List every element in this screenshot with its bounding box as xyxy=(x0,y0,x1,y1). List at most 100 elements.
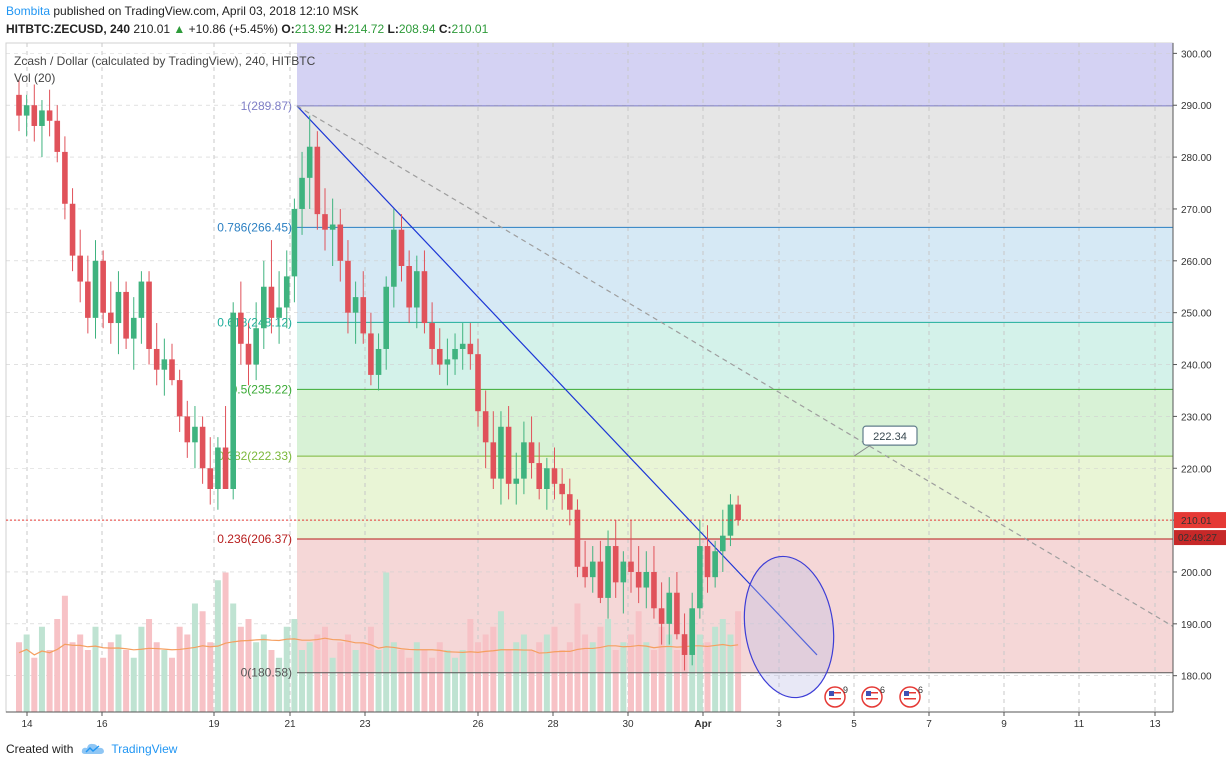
volume-bar xyxy=(253,642,260,712)
candle-body xyxy=(283,276,290,308)
candle-body xyxy=(643,571,650,588)
chart-title: Zcash / Dollar (calculated by TradingVie… xyxy=(14,54,316,68)
high-value: 214.72 xyxy=(347,22,385,36)
volume-bar xyxy=(712,626,719,712)
last-price-text: 210.01 xyxy=(1181,516,1212,527)
price-tick-label-11: 190.00 xyxy=(1181,620,1212,631)
price-tick-label-5: 250.00 xyxy=(1181,309,1212,320)
candle-body xyxy=(245,343,252,365)
candle-body xyxy=(253,328,259,365)
volume-bar xyxy=(383,572,390,712)
candle-body xyxy=(184,416,191,443)
candle-body xyxy=(39,110,45,126)
candle-body xyxy=(115,291,122,324)
volume-bar xyxy=(727,634,734,712)
flag-canton xyxy=(904,691,909,696)
candle-body xyxy=(452,348,458,360)
candle-body xyxy=(337,224,344,261)
callout-text: 222.34 xyxy=(873,431,907,443)
volume-bar xyxy=(643,642,650,712)
volume-bar xyxy=(390,642,397,712)
candle-body xyxy=(314,146,321,215)
tradingview-link[interactable]: TradingView xyxy=(111,742,178,756)
candle-body xyxy=(108,312,114,324)
candle-body xyxy=(536,463,542,489)
price-tick-label-4: 260.00 xyxy=(1181,257,1212,268)
us-flag-icon[interactable]: 9 xyxy=(824,685,848,708)
volume-legend: Vol (20) xyxy=(14,71,55,85)
callout-box xyxy=(862,425,918,446)
candle-body xyxy=(77,255,83,282)
candle-body xyxy=(352,297,359,313)
price-axis-bg xyxy=(1173,43,1226,712)
flag-stripe xyxy=(904,698,916,700)
candle-body xyxy=(176,380,183,417)
volume-bar xyxy=(689,619,696,712)
author-name[interactable]: Bombita xyxy=(6,4,51,18)
fib-label-3: 0.5(235.22) xyxy=(231,382,292,396)
flag-ring xyxy=(899,686,921,708)
fib-zone-4 xyxy=(297,389,1173,457)
candle-body xyxy=(54,120,61,152)
candle-body xyxy=(230,312,236,489)
time-tick-label-9: 3 xyxy=(776,719,782,730)
publish-info: Bombita published on TradingView.com, Ap… xyxy=(6,4,359,18)
flag-stripe xyxy=(829,692,841,694)
volume-bar xyxy=(260,634,267,712)
candle-body xyxy=(69,203,76,256)
volume-bar xyxy=(696,634,703,712)
volume-bar xyxy=(520,634,527,712)
candle-body xyxy=(138,281,145,318)
volume-bar xyxy=(413,642,420,712)
volume-bar xyxy=(153,642,160,712)
volume-ma-line xyxy=(18,637,739,656)
flag-stripe xyxy=(829,701,841,703)
countdown-text: 02:49:27 xyxy=(1178,533,1217,544)
fib-label-5: 0.236(206.37) xyxy=(217,532,292,546)
volume-bar xyxy=(505,650,512,712)
volume-bar xyxy=(673,650,680,712)
candle-body xyxy=(444,359,451,365)
highlight-ellipse[interactable] xyxy=(736,551,843,704)
candle-body xyxy=(375,348,382,375)
time-axis[interactable]: 14 16 19 21 23 26 28 30 Apr 3 5 7 9 11 13 xyxy=(6,711,1173,730)
volume-bar xyxy=(612,650,619,712)
candle-body xyxy=(712,551,718,578)
candle-body xyxy=(429,323,435,349)
candle-body xyxy=(85,281,91,318)
candle-body xyxy=(544,468,550,489)
candle-body xyxy=(528,442,535,464)
candles xyxy=(16,79,741,671)
price-axis[interactable]: 300.00 290.00 280.00 270.00 260.00 250.00 240.… xyxy=(6,43,1226,712)
volume-bar xyxy=(207,642,214,712)
countdown-badge xyxy=(1174,530,1226,546)
time-tick-label-8: Apr xyxy=(694,719,711,730)
volume-bar xyxy=(497,611,504,712)
time-tick-label-5: 26 xyxy=(472,719,484,730)
flag-stripe xyxy=(904,695,916,697)
fib-zone-2 xyxy=(297,227,1173,323)
highlight-ellipse-shape xyxy=(743,555,835,699)
candle-body xyxy=(153,348,160,370)
us-flag-icon[interactable]: 6 xyxy=(861,685,885,708)
candle-body xyxy=(689,608,695,655)
volume-bar xyxy=(115,634,122,712)
candle-body xyxy=(215,447,221,489)
drawing-lines[interactable]: 222.34 xyxy=(296,105,1174,656)
fib-zone-0 xyxy=(297,43,1173,106)
price-tick-label-7: 230.00 xyxy=(1181,412,1212,423)
price-chart[interactable]: 1(289.87)0.786(266.45)0.618(248.12)0.5(2… xyxy=(0,0,1226,740)
event-count-2: 6 xyxy=(918,685,923,695)
flag-ring xyxy=(824,686,846,708)
volume-bar xyxy=(92,626,99,712)
volume-bar xyxy=(291,619,298,712)
flag-canton xyxy=(829,691,834,696)
volume-bar xyxy=(199,611,206,712)
candle-body xyxy=(551,468,558,484)
us-flag-icon[interactable]: 6 xyxy=(899,685,923,708)
time-tick-label-12: 9 xyxy=(1001,719,1007,730)
volume-bar xyxy=(344,634,351,712)
candle-body xyxy=(345,260,351,313)
economic-events[interactable]: 9 6 6 xyxy=(824,685,923,708)
flag-canton xyxy=(866,691,871,696)
